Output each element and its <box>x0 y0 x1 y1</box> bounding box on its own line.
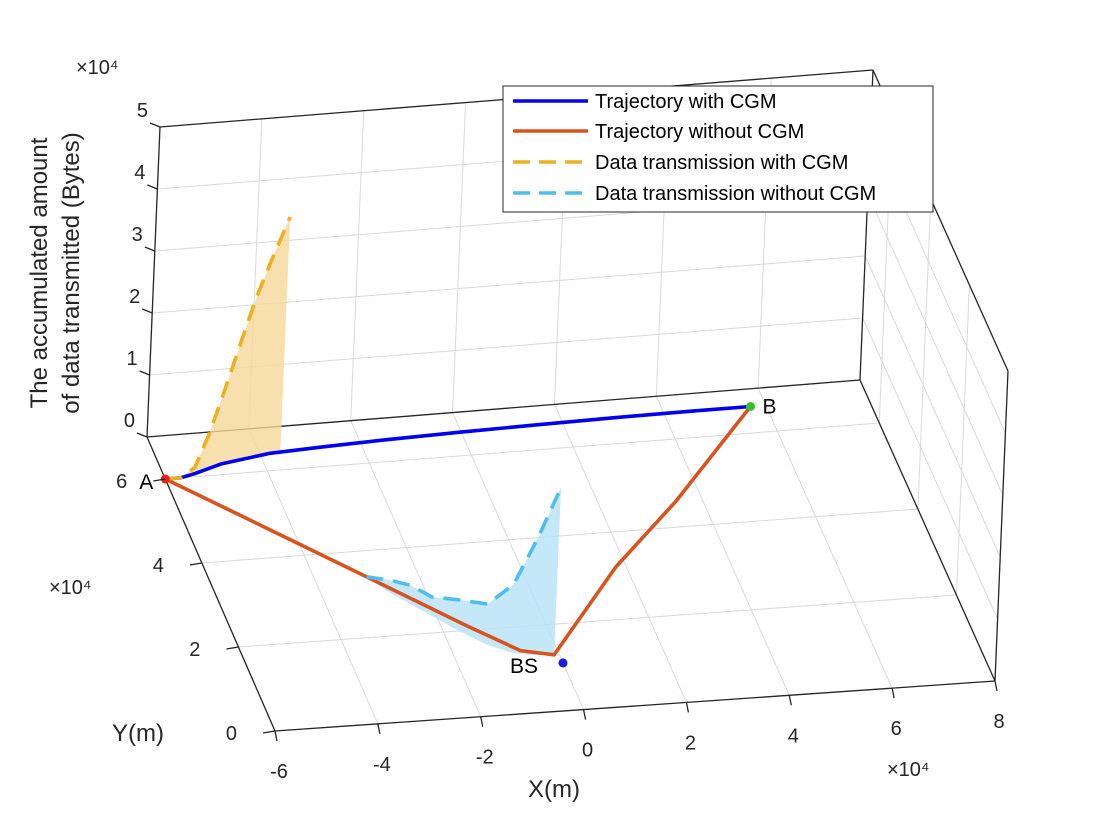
floor-grid-x-1 <box>248 428 379 725</box>
y-tick-mark-2 <box>189 562 202 566</box>
floor-grid-x-5 <box>655 396 790 696</box>
x-axis-label: X(m) <box>528 776 580 803</box>
z-tick-label-1: 1 <box>126 348 137 370</box>
y-tick-label-3: 6 <box>116 471 127 493</box>
x-tick-mark-7 <box>994 680 998 692</box>
x-tick-label-7: 8 <box>993 711 1004 733</box>
series-layer <box>163 216 753 657</box>
z-axis-label-line1: The accumulated amount <box>26 137 53 408</box>
z-tick-mark-0 <box>136 432 148 438</box>
side-grid-y-1 <box>955 284 970 596</box>
x-tick-label-3: 0 <box>582 740 593 762</box>
z-tick-label-4: 4 <box>134 162 145 184</box>
area-data-transmission-without-cgm <box>366 487 562 656</box>
z-tick-mark-2 <box>141 308 153 314</box>
x-tick-mark-6 <box>891 688 895 699</box>
z-tick-label-0: 0 <box>124 410 135 432</box>
front-right-edge <box>994 370 1009 682</box>
back-grid-x-3 <box>452 102 467 413</box>
z-tick-mark-5 <box>149 122 161 128</box>
y-tick-mark-1 <box>226 646 239 650</box>
y-tick-label-2: 4 <box>153 555 164 577</box>
side-grid-y-2 <box>917 198 932 510</box>
legend-label-trajectory-without-cgm: Trajectory without CGM <box>595 121 804 143</box>
x-tick-mark-0 <box>274 730 278 742</box>
right-floor-edge <box>859 379 996 682</box>
floor-grid-y-1 <box>238 594 957 648</box>
x-tick-label-2: -2 <box>476 747 494 769</box>
legend-label-data-transmission-without-cgm: Data transmission without CGM <box>595 183 876 205</box>
y-tick-label-0: 0 <box>226 723 237 745</box>
side-grid-z-1 <box>862 317 999 620</box>
legend-label-trajectory-with-cgm: Trajectory with CGM <box>595 91 777 113</box>
z-tick-label-5: 5 <box>137 100 148 122</box>
back-grid-x-2 <box>350 110 365 421</box>
z-tick-label-3: 3 <box>132 224 143 246</box>
y-tick-mark-3 <box>153 478 166 482</box>
floor-grid-x-6 <box>757 387 893 689</box>
x-tick-label-1: -4 <box>373 754 391 776</box>
x-tick-mark-4 <box>685 702 690 713</box>
x-multiplier: ×10⁴ <box>887 759 930 781</box>
y-tick-label-1: 2 <box>189 639 200 661</box>
y-axis-label: Y(m) <box>112 720 164 747</box>
point-b <box>746 401 756 411</box>
series-data-transmission-with-cgm <box>165 216 292 481</box>
legend: Trajectory with CGM Trajectory without C… <box>502 85 934 213</box>
floor-grid-y-3 <box>165 422 880 480</box>
area-data-transmission-with-cgm <box>165 216 291 479</box>
point-label-a: A <box>139 471 153 494</box>
point-bs <box>558 658 568 668</box>
x-tick-label-5: 4 <box>788 725 799 747</box>
z-tick-mark-3 <box>144 246 156 252</box>
y-tick-mark-0 <box>262 730 276 734</box>
z-multiplier: ×10⁴ <box>76 57 119 79</box>
legend-box <box>502 85 934 213</box>
x-tick-label-0: -6 <box>270 761 288 783</box>
x-tick-label-4: 2 <box>685 732 696 754</box>
legend-label-data-transmission-with-cgm: Data transmission with CGM <box>595 152 848 174</box>
side-grid-z-3 <box>867 193 1004 496</box>
z-axis-label-line2: of data transmitted (Bytes) <box>58 132 85 413</box>
x-axis-line <box>274 680 996 732</box>
z-tick-mark-1 <box>139 370 150 376</box>
z-tick-label-2: 2 <box>129 286 140 308</box>
z-axis-line <box>146 126 161 438</box>
y-axis-line <box>146 436 276 732</box>
tick-layer: -6 -4 -2 0 2 4 6 8 0 2 4 6 0 1 2 3 4 5 <box>116 100 1004 783</box>
point-layer: A B BS <box>139 395 776 677</box>
x-tick-label-6: 6 <box>891 718 902 740</box>
x-tick-mark-1 <box>377 723 381 734</box>
series-data-transmission-without-cgm <box>366 486 563 606</box>
x-tick-mark-5 <box>788 695 792 706</box>
point-label-bs: BS <box>510 655 538 678</box>
series-trajectory-with-cgm <box>163 404 753 481</box>
series-trajectory-without-cgm <box>163 404 753 657</box>
x-tick-mark-3 <box>582 709 587 720</box>
floor-grid-x-2 <box>350 420 482 717</box>
fill-layer <box>165 216 562 656</box>
side-grid-z-2 <box>864 255 1001 558</box>
x-tick-mark-2 <box>480 716 484 727</box>
point-label-b: B <box>763 395 777 418</box>
y-multiplier: ×10⁴ <box>49 577 92 599</box>
floor-grid-x-4 <box>553 404 687 703</box>
z-tick-mark-4 <box>147 184 158 190</box>
